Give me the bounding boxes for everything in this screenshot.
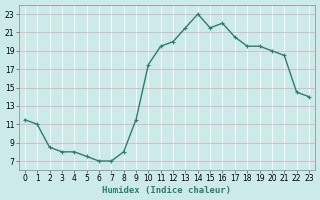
X-axis label: Humidex (Indice chaleur): Humidex (Indice chaleur) (102, 186, 231, 195)
